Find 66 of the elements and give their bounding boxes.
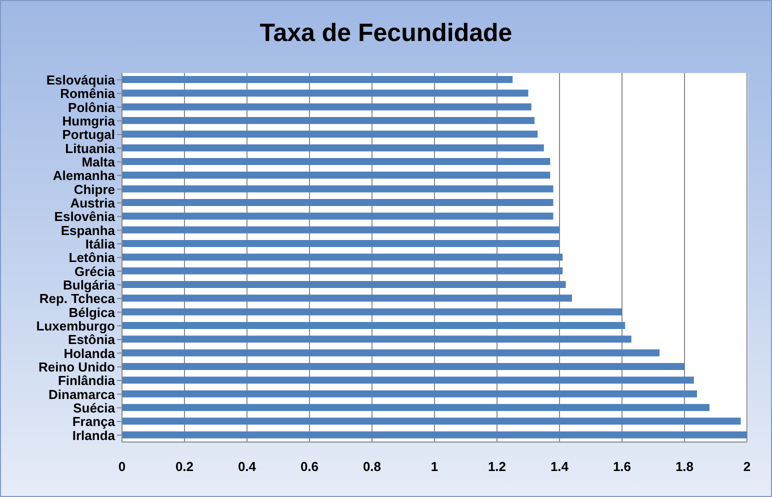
y-tick-label: Romênia [60, 86, 116, 102]
y-tick-label: Eslovênia [54, 209, 116, 224]
y-tick-label: Bélgica [68, 304, 116, 320]
y-tick-label: Rep. Tcheca [39, 291, 116, 306]
bar [122, 363, 684, 370]
y-tick-label: Luxemburgo [36, 318, 116, 334]
x-tick-label: 0.8 [362, 459, 382, 474]
x-tick-label: 1 [430, 459, 438, 474]
y-tick-label: Grécia [74, 264, 116, 279]
bar [122, 117, 534, 124]
bar [122, 144, 544, 152]
bar [122, 308, 622, 316]
x-tick-label: 0 [118, 459, 126, 474]
y-tick-label: Reino Unido [38, 359, 116, 374]
bar [122, 418, 741, 425]
bar [122, 254, 563, 261]
bar [122, 130, 538, 138]
y-tick-label: Portugal [62, 127, 115, 142]
x-tick-label: 2 [743, 459, 751, 474]
bar [122, 267, 563, 274]
x-tick-label: 1.6 [612, 459, 632, 474]
y-tick-label: Chipre [74, 182, 115, 197]
y-tick-label: Polônia [68, 100, 116, 115]
bar [122, 294, 572, 302]
x-tick-label: 0.6 [300, 459, 319, 474]
bar [122, 322, 626, 329]
bar [122, 390, 697, 398]
bar [122, 336, 632, 343]
y-tick-label: Alemanha [52, 168, 116, 184]
bar [122, 404, 710, 411]
y-tick-label: Humgria [62, 113, 116, 128]
chart-title: Taxa de Fecundidade [258, 19, 514, 48]
x-tick-label: 0.2 [175, 459, 194, 474]
bar [122, 172, 550, 179]
y-tick-label: França [72, 414, 116, 430]
bar [122, 76, 513, 83]
bar [122, 376, 694, 384]
bar [122, 185, 554, 192]
y-tick-label: Espanha [60, 222, 116, 238]
y-tick-label: Austria [70, 195, 116, 210]
y-tick-label: Letônia [68, 250, 116, 266]
x-tick-label: 1.8 [675, 459, 694, 474]
y-tick-label: Finlândia [58, 373, 116, 388]
bar [122, 199, 554, 206]
y-tick-label: Irlanda [72, 428, 116, 443]
x-tick-label: 0.4 [238, 459, 257, 474]
x-tick-label: 1.4 [550, 459, 570, 474]
bar [122, 226, 560, 234]
y-tick-label: Eslováquia [46, 72, 116, 88]
bar [122, 212, 554, 220]
bar [122, 103, 532, 110]
bar [122, 240, 560, 247]
bar [122, 349, 660, 356]
y-tick-label: Dinamarca [48, 386, 116, 402]
bar [122, 90, 528, 97]
y-tick-label: Lituania [65, 140, 116, 156]
y-tick-label: Estônia [68, 332, 116, 348]
x-tick-label: 1.2 [488, 459, 506, 474]
bar [122, 431, 747, 438]
y-tick-label: Suécia [73, 400, 116, 416]
y-tick-label: Bulgária [62, 277, 116, 292]
bar [122, 281, 566, 288]
y-tick-label: Malta [82, 154, 116, 170]
bar [122, 158, 550, 165]
y-tick-label: Holanda [64, 346, 116, 361]
y-tick-label: Itália [85, 236, 116, 252]
